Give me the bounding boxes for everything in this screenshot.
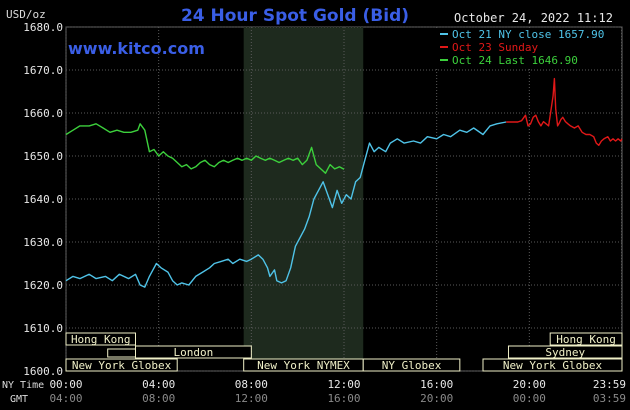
y-tick-label: 1670.0 bbox=[23, 64, 63, 77]
y-tick-label: 1660.0 bbox=[23, 107, 63, 120]
x-tick-gmt: 04:00 bbox=[49, 392, 82, 405]
x-tick-gmt: 03:59 bbox=[593, 392, 626, 405]
y-tick-label: 1610.0 bbox=[23, 322, 63, 335]
website-label[interactable]: www.kitco.com bbox=[68, 39, 205, 58]
x-tick-ny: 16:00 bbox=[420, 378, 453, 391]
x-tick-ny: 23:59 bbox=[593, 378, 626, 391]
x-axis-ticks: 00:0004:0004:0008:0008:0012:0012:0016:00… bbox=[49, 378, 626, 405]
x-tick-gmt: 12:00 bbox=[235, 392, 268, 405]
y-tick-label: 1630.0 bbox=[23, 236, 63, 249]
y-tick-label: 1680.0 bbox=[23, 21, 63, 34]
series-line-1 bbox=[506, 77, 623, 146]
series-line-0 bbox=[65, 121, 507, 288]
session-label: Hong Kong bbox=[71, 333, 131, 346]
x-tick-gmt: 00:00 bbox=[513, 392, 546, 405]
session-connector bbox=[107, 348, 136, 358]
y-tick-label: 1650.0 bbox=[23, 150, 63, 163]
session-label: London bbox=[174, 346, 214, 359]
session-bar bbox=[549, 332, 623, 346]
session-label: NY Globex bbox=[382, 359, 442, 372]
session-bar bbox=[135, 345, 252, 359]
chart-title: 24 Hour Spot Gold (Bid) bbox=[181, 6, 409, 26]
session-bar bbox=[65, 332, 136, 346]
x-tick-gmt: 16:00 bbox=[327, 392, 360, 405]
unit-label: USD/oz bbox=[6, 8, 46, 21]
y-tick-label: 1600.0 bbox=[23, 365, 63, 378]
x-tick-ny: 04:00 bbox=[142, 378, 175, 391]
session-bar bbox=[65, 358, 178, 372]
ny-time-label: NY Time bbox=[2, 380, 44, 391]
session-label: New York NYMEX bbox=[257, 359, 350, 372]
series-line-2 bbox=[65, 123, 345, 174]
x-tick-ny: 12:00 bbox=[327, 378, 360, 391]
session-bar bbox=[507, 345, 623, 359]
session-bar bbox=[482, 358, 623, 372]
session-bar bbox=[362, 358, 461, 372]
gmt-label: GMT bbox=[10, 394, 28, 405]
legend-entry: Oct 21 NY close 1657.90 bbox=[452, 28, 604, 41]
session-label: Sydney bbox=[545, 346, 585, 359]
y-axis-ticks: 1680.0 1670.0 1660.0 1650.0 1640.0 1630.0 1620… bbox=[23, 21, 63, 378]
session-label: New York Globex bbox=[72, 359, 172, 372]
session-label: Hong Kong bbox=[556, 333, 616, 346]
y-tick-label: 1640.0 bbox=[23, 193, 63, 206]
session-label: New York Globex bbox=[503, 359, 603, 372]
x-tick-ny: 20:00 bbox=[513, 378, 546, 391]
price-series bbox=[65, 77, 623, 288]
legend-entry: Oct 23 Sunday bbox=[452, 41, 538, 54]
x-tick-gmt: 08:00 bbox=[142, 392, 175, 405]
x-tick-ny: 08:00 bbox=[235, 378, 268, 391]
legend-entry: Oct 24 Last 1646.90 bbox=[452, 54, 578, 67]
legend-box bbox=[436, 28, 620, 68]
x-tick-ny: 00:00 bbox=[49, 378, 82, 391]
y-tick-label: 1620.0 bbox=[23, 279, 63, 292]
timestamp: October 24, 2022 11:12 bbox=[454, 11, 613, 25]
x-tick-gmt: 20:00 bbox=[420, 392, 453, 405]
